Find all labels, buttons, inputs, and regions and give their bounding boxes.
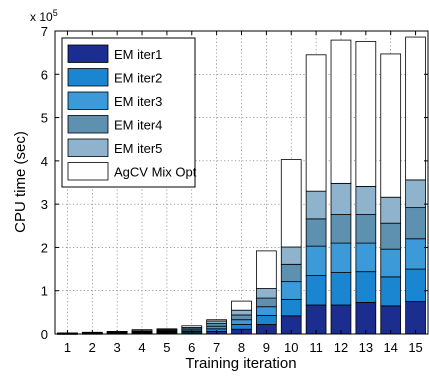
bar-segment-em-iter5-11 xyxy=(305,190,327,220)
bars xyxy=(57,36,426,335)
bar-segment-em-iter1-14 xyxy=(380,305,402,335)
bar-segment-em-iter4-12 xyxy=(330,214,352,244)
bar-segment-em-iter3-10 xyxy=(280,281,302,300)
bar-segment-em-iter3-8 xyxy=(231,319,252,325)
legend-swatch xyxy=(67,115,109,134)
legend-swatch xyxy=(67,44,109,63)
x-tick-label: 14 xyxy=(383,340,397,355)
bar-segment-em-iter1-12 xyxy=(330,304,352,335)
bar-segment-em-iter3-14 xyxy=(380,248,402,278)
bar-segment-em-iter4-8 xyxy=(231,314,252,321)
x-tick-label: 8 xyxy=(238,340,245,355)
bar-segment-em-iter4-11 xyxy=(305,218,327,247)
legend-swatch xyxy=(67,138,109,157)
x-tick-label: 7 xyxy=(213,340,220,355)
legend-label: EM iter3 xyxy=(114,94,162,109)
y-multiplier-label: x 105 xyxy=(30,8,58,24)
bar-segment-agcv-mix-opt-8 xyxy=(231,300,252,311)
bar-segment-em-iter4-15 xyxy=(405,207,426,240)
bar-segment-em-iter5-14 xyxy=(380,196,402,224)
bar-segment-agcv-mix-opt-13 xyxy=(355,40,377,187)
bar-segment-em-iter2-11 xyxy=(305,275,327,306)
y-tick-label: 1 xyxy=(41,284,48,299)
bar-segment-em-iter1-11 xyxy=(305,304,327,335)
x-tick-label: 1 xyxy=(64,340,71,355)
bar-segment-em-iter2-15 xyxy=(405,268,426,302)
x-tick-label: 2 xyxy=(89,340,96,355)
y-axis-title: CPU time (sec) xyxy=(12,131,29,233)
bar-segment-em-iter4-9 xyxy=(256,297,277,308)
x-tick-label: 9 xyxy=(263,340,270,355)
bar-segment-em-iter5-13 xyxy=(355,185,377,215)
bar-segment-agcv-mix-opt-9 xyxy=(256,250,277,289)
legend-label: AgCV Mix Opt xyxy=(114,164,197,179)
bar-segment-agcv-mix-opt-12 xyxy=(330,39,352,184)
bar-segment-agcv-mix-opt-11 xyxy=(305,54,327,192)
bar-segment-em-iter3-12 xyxy=(330,242,352,273)
bar-segment-agcv-mix-opt-6 xyxy=(181,325,203,328)
legend-label: EM iter2 xyxy=(114,70,162,85)
x-tick-label: 4 xyxy=(138,340,145,355)
y-tick-label: 0 xyxy=(41,327,48,342)
y-tick-label: 4 xyxy=(41,154,48,169)
bar-segment-em-iter3-15 xyxy=(405,238,426,270)
bar-segment-em-iter2-14 xyxy=(380,276,402,307)
y-tick-label: 7 xyxy=(41,24,48,39)
bar-segment-em-iter1-15 xyxy=(405,301,426,335)
bar-segment-em-iter4-13 xyxy=(355,214,377,244)
bar-segment-em-iter5-15 xyxy=(405,179,426,209)
bar-segment-em-iter1-13 xyxy=(355,302,377,335)
bar-segment-em-iter5-12 xyxy=(330,182,352,215)
legend-label: EM iter5 xyxy=(114,141,162,156)
bar-segment-agcv-mix-opt-7 xyxy=(206,319,227,322)
bar-segment-em-iter3-9 xyxy=(256,306,277,316)
y-tick-label: 5 xyxy=(41,111,48,126)
bar-segment-em-iter5-9 xyxy=(256,288,277,299)
bar-segment-agcv-mix-opt-14 xyxy=(380,53,402,198)
legend-label: EM iter1 xyxy=(114,47,162,62)
bar-segment-agcv-mix-opt-5 xyxy=(156,328,178,331)
bar-segment-em-iter2-9 xyxy=(256,314,277,325)
bar-segment-em-iter5-10 xyxy=(280,246,302,265)
x-tick-label: 13 xyxy=(359,340,373,355)
bar-segment-em-iter2-10 xyxy=(280,298,302,317)
legend-swatch xyxy=(67,91,109,110)
x-tick-label: 12 xyxy=(334,340,348,355)
x-axis-title: Training iteration xyxy=(185,355,296,372)
x-tick-label: 10 xyxy=(284,340,298,355)
bar-segment-em-iter3-13 xyxy=(355,242,377,273)
legend-label: EM iter4 xyxy=(114,117,162,132)
legend-swatch xyxy=(67,68,109,87)
legend: EM iter1 EM iter2 EM iter3 EM iter4 EM iter5… xyxy=(61,37,197,188)
x-tick-label: 11 xyxy=(309,340,323,355)
x-tick-label: 15 xyxy=(408,340,422,355)
bar-segment-em-iter2-8 xyxy=(231,324,252,330)
y-tick-label: 6 xyxy=(41,67,48,82)
bar-segment-em-iter2-13 xyxy=(355,271,377,303)
x-tick-label: 5 xyxy=(163,340,170,355)
bar-segment-em-iter2-12 xyxy=(330,272,352,306)
bar-segment-em-iter4-14 xyxy=(380,222,402,250)
bar-segment-agcv-mix-opt-15 xyxy=(405,36,426,181)
bar-segment-em-iter5-8 xyxy=(231,309,252,316)
bar-segment-agcv-mix-opt-10 xyxy=(280,159,302,248)
y-tick-label: 3 xyxy=(41,197,48,212)
x-tick-label: 6 xyxy=(188,340,195,355)
bar-segment-em-iter4-10 xyxy=(280,263,302,283)
legend-swatch xyxy=(67,162,109,181)
y-tick-label: 2 xyxy=(41,240,48,255)
x-tick-label: 3 xyxy=(114,340,121,355)
bar-segment-em-iter3-11 xyxy=(305,245,327,276)
